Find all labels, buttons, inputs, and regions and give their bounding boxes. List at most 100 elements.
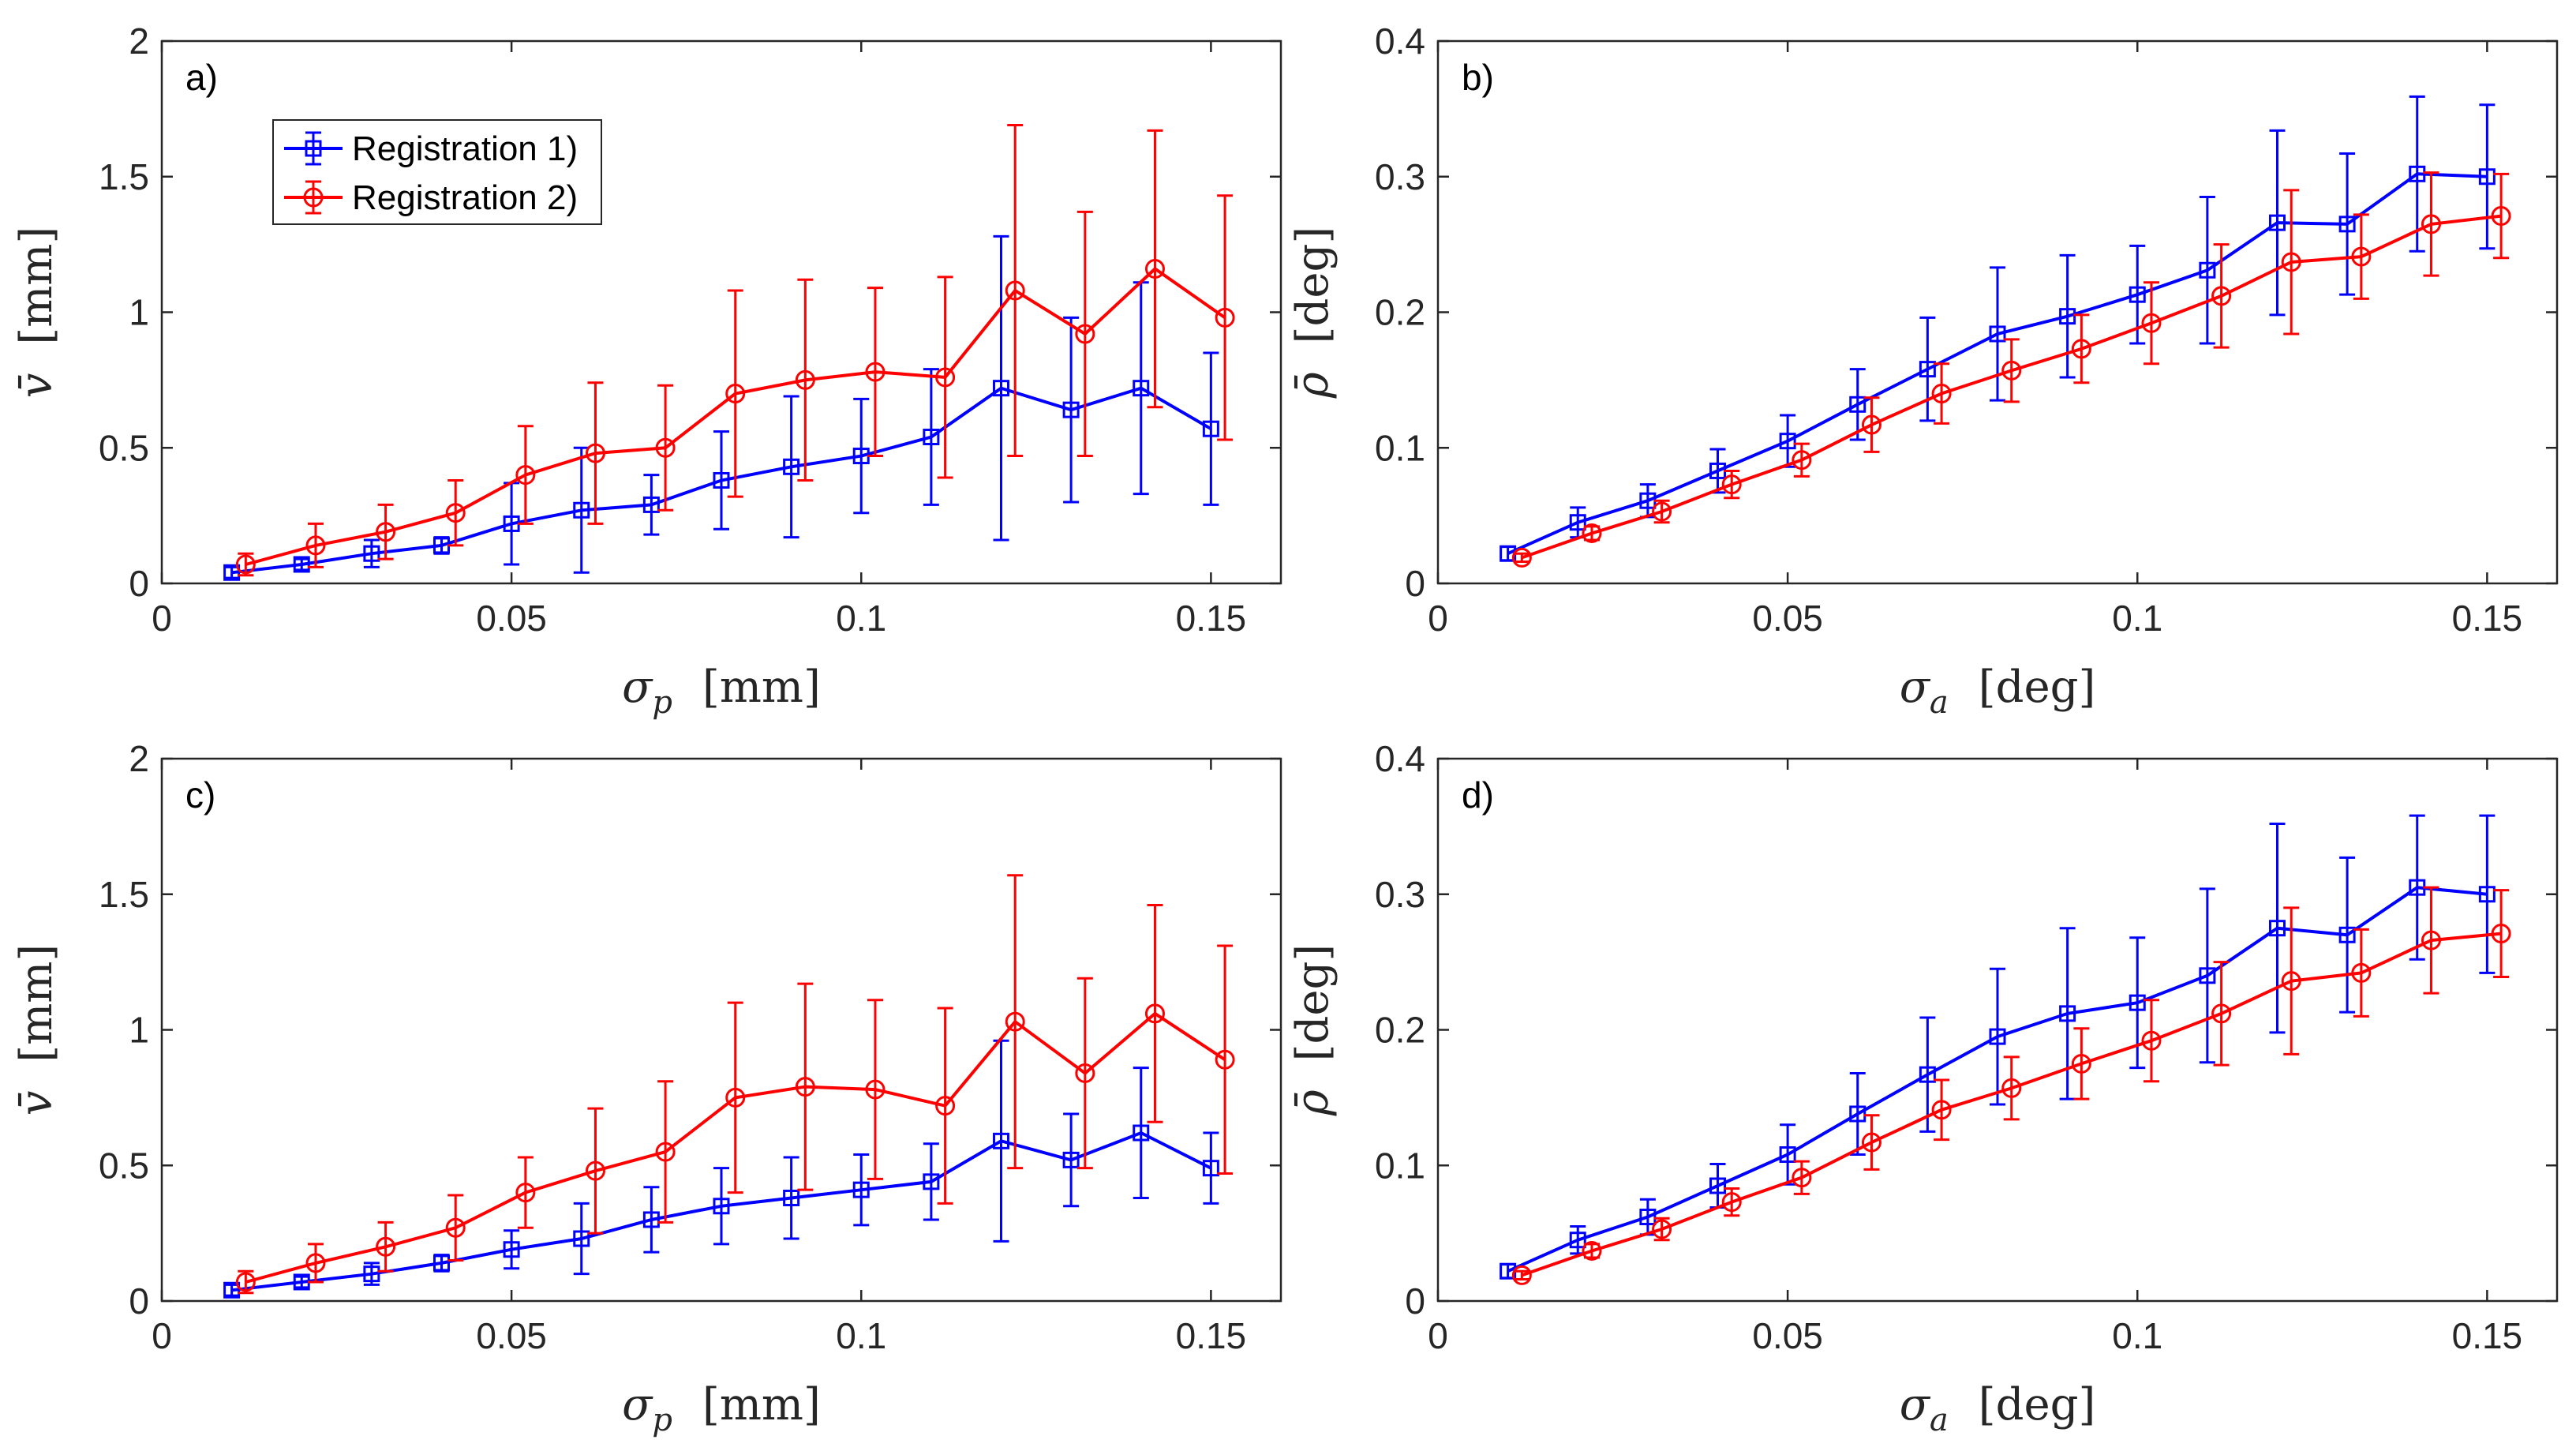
data-point xyxy=(725,1087,746,1108)
y-tick-label: 0 xyxy=(1405,1280,1425,1322)
data-point xyxy=(935,367,956,388)
x-axis-symbol: σ xyxy=(1900,662,1931,713)
data-point xyxy=(935,1096,956,1116)
data-point xyxy=(2071,339,2091,359)
y-tick-label: 1 xyxy=(129,1010,149,1051)
data-point xyxy=(2281,252,2301,272)
x-axis-label: σp [mm] xyxy=(622,1379,821,1438)
y-axis-label: v̄ [mm] xyxy=(11,227,62,399)
x-tick-label: 0.05 xyxy=(1752,598,1823,639)
data-point xyxy=(1721,474,1742,495)
data-point xyxy=(1569,514,1586,531)
data-point xyxy=(1779,1146,1796,1164)
data-point xyxy=(2478,168,2496,186)
data-point xyxy=(2211,286,2232,306)
y-tick-label: 1 xyxy=(129,292,149,333)
data-point xyxy=(363,545,380,562)
x-axis-subscript: a xyxy=(1930,1402,1949,1438)
x-tick-label: 0 xyxy=(1428,598,1448,639)
x-tick-label: 0 xyxy=(152,1315,172,1356)
data-point xyxy=(852,1181,870,1198)
data-point xyxy=(585,1160,605,1181)
data-point xyxy=(2059,1005,2076,1022)
panel-a: 0 0.05 0.1 0.15 0 0.5 1 1.5 2 a) σp [mm] v̄ [mm] Regis… xyxy=(11,21,1282,721)
y-tick-label: 0 xyxy=(129,1280,149,1322)
legend-entry: Registration 2) xyxy=(352,178,578,217)
data-point xyxy=(655,1142,676,1162)
x-axis-unit: [deg] xyxy=(1979,1379,2096,1430)
data-point xyxy=(2491,924,2511,944)
y-tick-label: 1.5 xyxy=(99,156,149,197)
data-point xyxy=(376,1236,396,1257)
x-tick-label: 0.15 xyxy=(1176,1315,1247,1356)
data-point xyxy=(2351,962,2372,983)
data-point xyxy=(1511,1265,1532,1285)
x-tick-label: 0.05 xyxy=(1752,1315,1823,1356)
x-axis-unit: [mm] xyxy=(702,1379,821,1430)
y-axis-symbol: v̄ xyxy=(11,373,62,398)
data-point xyxy=(865,1079,886,1100)
data-point xyxy=(1215,307,1235,328)
y-tick-label: 0.3 xyxy=(1375,156,1425,197)
data-point xyxy=(2421,930,2441,950)
x-axis-symbol: σ xyxy=(622,662,653,713)
x-axis-symbol: σ xyxy=(1900,1379,1931,1430)
data-point xyxy=(1075,1063,1095,1083)
data-point xyxy=(1133,1124,1150,1142)
data-point xyxy=(2338,216,2356,233)
legend-marker xyxy=(303,187,324,208)
legend-box xyxy=(272,119,602,225)
y-axis-label: ρ̄ [deg] xyxy=(1287,227,1339,399)
data-point xyxy=(2141,1030,2162,1051)
data-point xyxy=(865,362,886,382)
x-axis-label: σa [deg] xyxy=(1900,662,2096,721)
data-point xyxy=(1989,325,2006,343)
data-point xyxy=(445,503,466,523)
data-point xyxy=(515,465,536,486)
data-point xyxy=(573,1230,590,1247)
data-point xyxy=(2199,261,2216,279)
data-point xyxy=(445,1217,466,1238)
data-point xyxy=(235,554,256,575)
data-point xyxy=(2071,1053,2091,1074)
data-point xyxy=(2269,920,2286,937)
data-point xyxy=(515,1183,536,1203)
data-point xyxy=(655,437,676,458)
legend-entry: Registration 1) xyxy=(352,129,578,168)
y-tick-label: 0 xyxy=(1405,563,1425,604)
data-point xyxy=(503,1241,520,1258)
data-point xyxy=(795,1077,815,1097)
data-point xyxy=(1849,1105,1866,1123)
data-point xyxy=(1919,1066,1936,1083)
y-axis-unit: [mm] xyxy=(11,227,62,345)
y-axis-symbol: v̄ xyxy=(11,1090,62,1115)
data-point xyxy=(235,1272,256,1292)
x-tick-label: 0.05 xyxy=(476,1315,547,1356)
series-1 xyxy=(223,1039,1219,1299)
panel-d: 0 0.05 0.1 0.15 0 0.1 0.2 0.3 0.4 d) σa [deg] ρ̄ [deg… xyxy=(1287,738,2559,1438)
data-point xyxy=(1792,450,1812,471)
x-tick-label: 0.15 xyxy=(2452,598,2523,639)
x-tick-label: 0.1 xyxy=(2112,1315,2162,1356)
y-tick-label: 0.5 xyxy=(99,427,149,468)
series-2 xyxy=(235,874,1235,1295)
data-point xyxy=(923,429,940,446)
data-point xyxy=(1133,380,1150,397)
data-point xyxy=(2211,1003,2232,1024)
series-1 xyxy=(1500,95,2496,562)
panel-label: b) xyxy=(1462,57,1494,98)
data-point xyxy=(1931,1100,1952,1120)
data-point xyxy=(1144,259,1165,279)
x-tick-label: 0 xyxy=(1428,1315,1448,1356)
data-point xyxy=(713,471,730,489)
y-tick-label: 0.4 xyxy=(1375,21,1425,62)
data-point xyxy=(433,1254,450,1272)
panel-label: c) xyxy=(185,774,215,815)
y-tick-label: 0.4 xyxy=(1375,738,1425,779)
series-1 xyxy=(223,234,1219,581)
data-point xyxy=(993,1132,1009,1149)
y-tick-label: 0.1 xyxy=(1375,427,1425,468)
data-point xyxy=(1202,1160,1219,1177)
data-point xyxy=(363,1265,380,1283)
data-point xyxy=(2281,971,2301,992)
